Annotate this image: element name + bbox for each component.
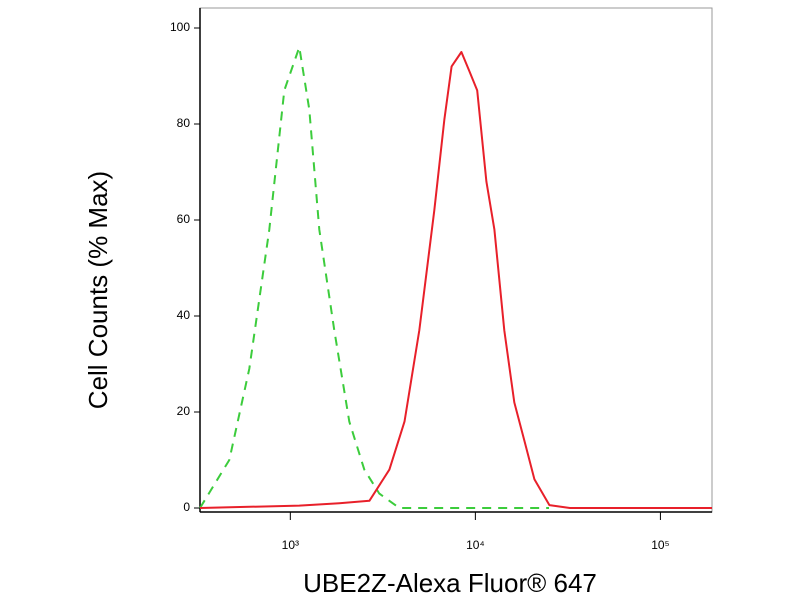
x-axis-title: UBE2Z-Alexa Fluor® 647	[303, 568, 597, 598]
plot-frame	[199, 7, 713, 513]
series-line	[199, 46, 549, 509]
y-tick-label: 100	[170, 20, 190, 34]
y-axis-title: Cell Counts (% Max)	[83, 171, 113, 409]
x-tick-label: 10⁴	[466, 538, 485, 552]
y-tick-label: 20	[177, 404, 191, 418]
x-tick-label: 10³	[282, 538, 299, 552]
y-tick-label: 80	[177, 116, 191, 130]
x-tick-label: 10⁵	[651, 538, 669, 552]
y-tick-label: 40	[177, 308, 191, 322]
y-tick-label: 60	[177, 212, 191, 226]
y-tick-label: 0	[183, 500, 190, 514]
series-line	[199, 51, 712, 509]
